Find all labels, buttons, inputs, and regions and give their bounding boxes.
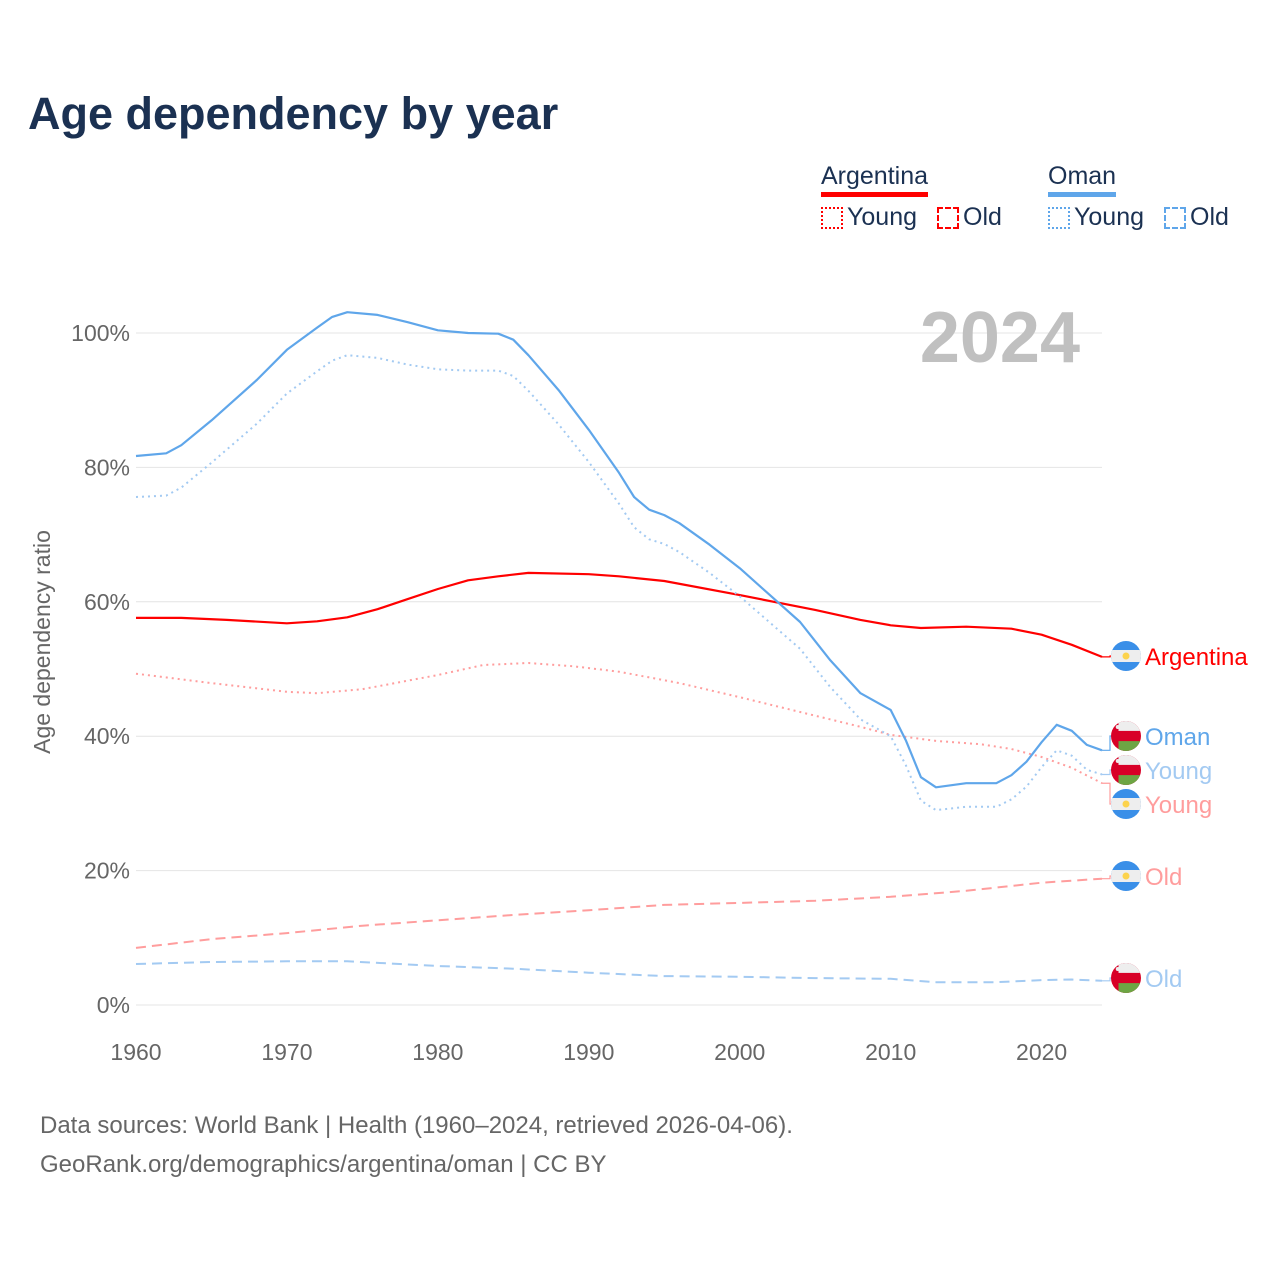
end-label-oman-young: Young <box>1145 758 1212 785</box>
x-tick-label: 2010 <box>865 1039 916 1065</box>
x-tick-label: 1960 <box>110 1039 161 1065</box>
emblem-icon <box>1115 967 1120 971</box>
flag-body <box>1111 755 1141 785</box>
sun-icon <box>1122 652 1130 660</box>
flag-stripe <box>1118 741 1141 751</box>
legend-oman: Oman Young Old <box>1048 162 1245 232</box>
x-tick-label: 2020 <box>1016 1039 1067 1065</box>
y-tick-label: 80% <box>84 454 130 480</box>
series-line-argentina <box>136 571 1103 658</box>
dotted-swatch-icon <box>821 206 843 229</box>
flag-stripe <box>1118 983 1141 993</box>
legend-argentina-old[interactable]: Old <box>937 203 1002 232</box>
legend-argentina-name: Argentina <box>821 162 929 197</box>
flag-body <box>1111 641 1141 671</box>
series-line-argentina-old <box>135 877 1103 949</box>
end-label-argentina-old: Old <box>1145 864 1182 891</box>
argentina-flag-icon <box>1111 861 1141 891</box>
x-tick-label: 1990 <box>563 1039 614 1065</box>
chart-title: Age dependency by year <box>28 88 559 139</box>
emblem-icon <box>1115 725 1120 729</box>
legend-oman-name: Oman <box>1048 162 1117 197</box>
x-tick-label: 1970 <box>261 1039 312 1065</box>
argentina-flag-icon <box>1111 641 1141 671</box>
series-line-oman-old <box>135 960 1103 984</box>
dotted-swatch-icon <box>1048 206 1070 229</box>
legend-argentina: Argentina Young Old <box>821 162 1018 232</box>
legend-oman-old[interactable]: Old <box>1164 203 1229 232</box>
end-label-argentina: Argentina <box>1145 644 1248 671</box>
flag-body <box>1111 963 1141 993</box>
legend-label: Young <box>847 203 917 231</box>
series-line-oman <box>135 311 1103 789</box>
end-label-argentina-young: Young <box>1145 792 1212 819</box>
oman-flag-icon <box>1111 721 1141 751</box>
flag-body <box>1111 721 1141 751</box>
sun-icon <box>1122 872 1130 880</box>
y-tick-label: 100% <box>71 320 130 346</box>
emblem-icon <box>1115 759 1120 763</box>
dashed-swatch-icon <box>1164 206 1186 229</box>
oman-flag-icon <box>1111 963 1141 993</box>
end-label-oman-old: Old <box>1145 966 1182 993</box>
series-line-oman-young <box>135 354 1103 812</box>
y-tick-label: 40% <box>84 723 130 749</box>
y-tick-label: 20% <box>84 858 130 884</box>
sun-icon <box>1122 800 1130 808</box>
dashed-swatch-icon <box>937 206 959 229</box>
legend-argentina-young[interactable]: Young <box>821 203 917 232</box>
flag-stripe <box>1118 963 1141 973</box>
series-line-argentina-young <box>135 662 1103 785</box>
end-label-oman: Oman <box>1145 724 1210 751</box>
flag-stripe <box>1118 755 1141 765</box>
y-tick-label: 60% <box>84 589 130 615</box>
flag-stripe <box>1118 775 1141 785</box>
x-tick-label: 1980 <box>412 1039 463 1065</box>
flag-stripe <box>1118 721 1141 731</box>
flag-body <box>1111 861 1141 891</box>
legend-label: Young <box>1074 203 1144 231</box>
oman-flag-icon <box>1111 755 1141 785</box>
y-axis-label: Age dependency ratio <box>29 530 55 754</box>
flag-body <box>1111 789 1141 819</box>
x-tick-label: 2000 <box>714 1039 765 1065</box>
year-watermark: 2024 <box>920 298 1080 378</box>
legend-label: Old <box>1190 203 1229 231</box>
legend-oman-young[interactable]: Young <box>1048 203 1144 232</box>
source-note: Data sources: World Bank | Health (1960–… <box>40 1106 793 1184</box>
y-tick-label: 0% <box>97 992 130 1018</box>
argentina-flag-icon <box>1111 789 1141 819</box>
source-line: Data sources: World Bank | Health (1960–… <box>40 1112 793 1139</box>
source-link[interactable]: GeoRank.org/demographics/argentina/oman … <box>40 1151 607 1178</box>
legend-label: Old <box>963 203 1002 231</box>
